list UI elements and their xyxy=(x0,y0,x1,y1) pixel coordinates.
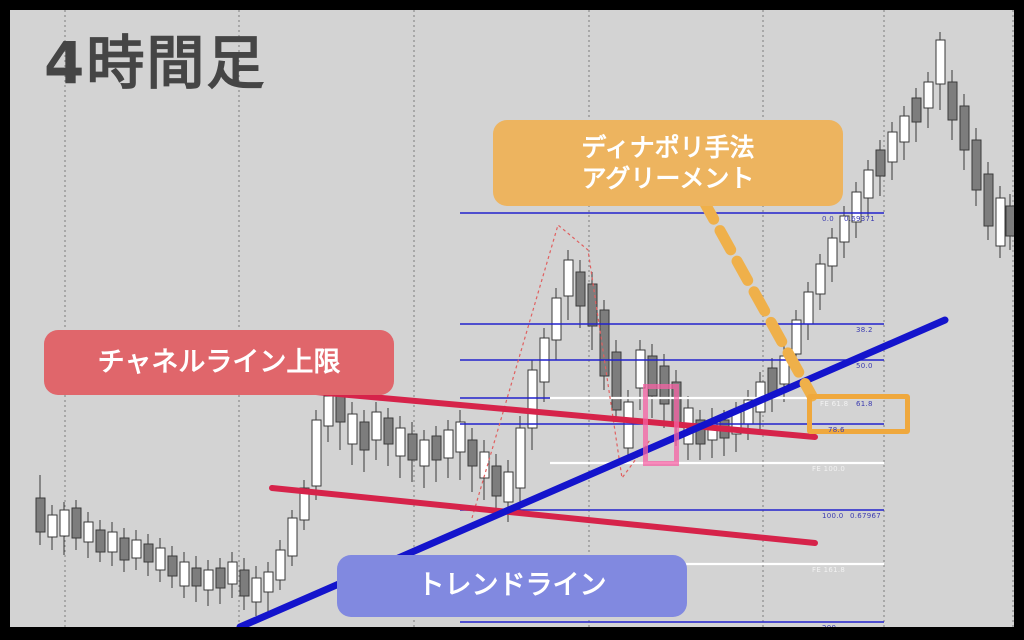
callout-channel-upper[interactable]: チャネルライン上限 xyxy=(44,330,394,395)
candlestick-chart[interactable]: 4時間足 ディナポリ手法 アグリーメント チャネルライン上限 トレンドライン 0… xyxy=(10,10,1014,627)
fe-label-1000: FE 100.0 xyxy=(812,465,846,473)
level-value-0: 0.69371 xyxy=(844,215,876,223)
level-label-500: 50.0 xyxy=(856,362,873,370)
level-label-382: 38.2 xyxy=(856,326,873,334)
channel-line-upper xyxy=(269,385,818,440)
callout-dinapoli-method[interactable]: ディナポリ手法 アグリーメント xyxy=(493,120,843,206)
fe-label-1618: FE 161.8 xyxy=(812,566,846,574)
level-label-786: 78.6 xyxy=(828,426,845,434)
level-value-1000: 0.67967 xyxy=(850,512,882,520)
grid-vertical-lines xyxy=(64,10,1014,627)
level-label-200: 200 xyxy=(822,624,836,627)
chart-canvas xyxy=(35,10,1014,627)
channel-lines xyxy=(269,385,818,546)
callout-trend-label: トレンドライン xyxy=(417,570,607,602)
highlight-box-fib-618 xyxy=(807,394,910,434)
fe-label-618: FE 61.8 xyxy=(820,400,849,408)
highlight-box-congestion xyxy=(643,384,679,466)
channel-line-lower xyxy=(269,485,818,546)
level-label-618: 61.8 xyxy=(856,400,873,408)
agreement-arrow xyxy=(697,194,818,402)
level-label-0: 0.0 xyxy=(822,215,835,223)
level-label-1000: 100.0 xyxy=(822,512,844,520)
fib-anchor-zigzag xyxy=(471,223,651,519)
callout-channel-label: チャネルライン上限 xyxy=(97,346,341,378)
callout-dinapoli-line2: アグリーメント xyxy=(581,164,755,193)
callout-dinapoli-line1: ディナポリ手法 xyxy=(581,132,755,162)
page-title: 4時間足 xyxy=(44,29,267,97)
callout-trend-line[interactable]: トレンドライン xyxy=(337,555,687,617)
